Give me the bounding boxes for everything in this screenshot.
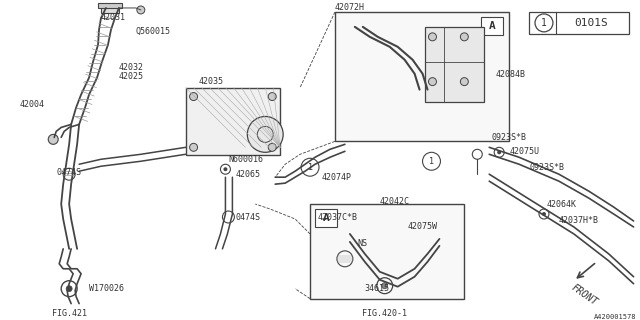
Text: 42065: 42065 bbox=[236, 170, 260, 179]
Circle shape bbox=[223, 167, 227, 171]
Text: FRONT: FRONT bbox=[570, 282, 600, 307]
Text: 42072H: 42072H bbox=[335, 4, 365, 12]
Text: 0474S: 0474S bbox=[56, 168, 81, 177]
Text: A420001578: A420001578 bbox=[594, 314, 637, 320]
Circle shape bbox=[460, 33, 468, 41]
Circle shape bbox=[137, 6, 145, 14]
Circle shape bbox=[542, 212, 546, 216]
Circle shape bbox=[247, 116, 283, 152]
Text: 42025: 42025 bbox=[119, 72, 144, 81]
Text: 1: 1 bbox=[541, 18, 547, 28]
Bar bbox=[315, 209, 337, 227]
Text: 42042C: 42042C bbox=[380, 196, 410, 205]
Circle shape bbox=[497, 150, 501, 154]
Circle shape bbox=[381, 283, 388, 289]
Bar bbox=[424, 27, 484, 101]
Text: FIG.421: FIG.421 bbox=[52, 309, 86, 318]
Text: 42004: 42004 bbox=[19, 100, 44, 109]
Text: A: A bbox=[323, 213, 330, 223]
Bar bbox=[481, 17, 503, 35]
Circle shape bbox=[189, 92, 198, 100]
Text: 0923S*B: 0923S*B bbox=[492, 133, 526, 142]
Text: 34615: 34615 bbox=[365, 284, 390, 293]
Text: 42031: 42031 bbox=[101, 13, 126, 22]
Text: 0923S*B: 0923S*B bbox=[529, 163, 564, 172]
Text: 42075W: 42075W bbox=[408, 222, 438, 231]
Circle shape bbox=[268, 92, 276, 100]
Bar bbox=[98, 3, 122, 8]
Bar bbox=[529, 12, 628, 34]
Text: W170026: W170026 bbox=[89, 284, 124, 293]
Circle shape bbox=[66, 286, 72, 292]
Circle shape bbox=[48, 134, 58, 144]
Circle shape bbox=[268, 143, 276, 151]
Text: 42084B: 42084B bbox=[495, 70, 525, 79]
Bar bbox=[310, 204, 465, 299]
Text: 42074P: 42074P bbox=[322, 173, 352, 182]
Text: 42037C*B: 42037C*B bbox=[318, 212, 358, 221]
Text: 42064K: 42064K bbox=[547, 200, 577, 209]
Text: 0474S: 0474S bbox=[236, 212, 260, 221]
Bar bbox=[335, 12, 509, 141]
Text: 42032: 42032 bbox=[119, 63, 144, 72]
Circle shape bbox=[460, 78, 468, 86]
Text: N600016: N600016 bbox=[228, 155, 264, 164]
Circle shape bbox=[189, 143, 198, 151]
Text: 42075U: 42075U bbox=[509, 147, 539, 156]
Text: Q560015: Q560015 bbox=[136, 27, 171, 36]
Circle shape bbox=[429, 33, 436, 41]
Text: 42035: 42035 bbox=[198, 77, 223, 86]
Text: 0101S: 0101S bbox=[574, 18, 607, 28]
Circle shape bbox=[429, 78, 436, 86]
Text: 42037H*B: 42037H*B bbox=[559, 217, 599, 226]
Text: FIG.420-1: FIG.420-1 bbox=[362, 309, 407, 318]
Text: A: A bbox=[489, 21, 495, 31]
Text: 1: 1 bbox=[429, 157, 434, 166]
Text: NS: NS bbox=[358, 239, 368, 248]
Text: 1: 1 bbox=[308, 163, 312, 172]
Bar bbox=[186, 88, 280, 155]
Bar bbox=[101, 5, 119, 13]
